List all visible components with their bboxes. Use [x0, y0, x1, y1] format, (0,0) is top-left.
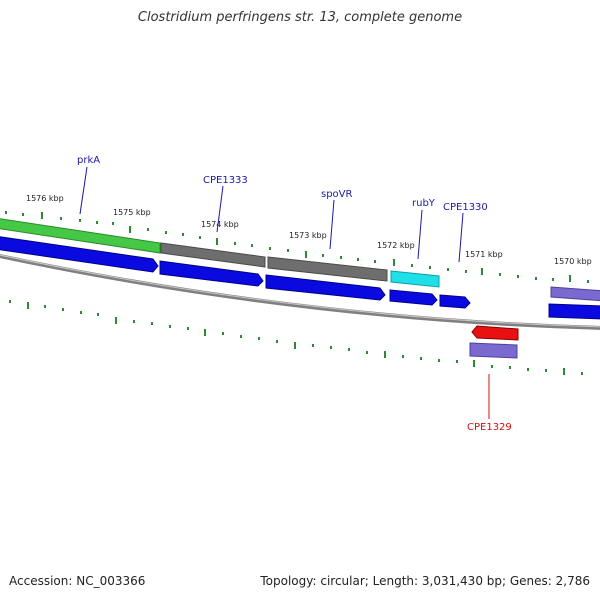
cds-arrow-right-edge[interactable]	[548, 303, 600, 320]
leader-line-spoVR	[329, 199, 335, 250]
gene-label-CPE1329[interactable]: CPE1329	[467, 422, 512, 433]
gene-label-CPE1330[interactable]: CPE1330	[443, 202, 488, 213]
genome-summary-text: Topology: circular; Length: 3,031,430 bp…	[260, 574, 590, 588]
inner-tick-row	[9, 300, 583, 375]
scale-label-1575: 1575 kbp	[113, 208, 151, 217]
scale-label-1570: 1570 kbp	[554, 257, 592, 266]
gene-feature-rubY[interactable]	[390, 270, 440, 288]
genome-backbone	[0, 254, 600, 330]
accession-text: Accession: NC_003366	[9, 574, 146, 588]
cds-arrow-4[interactable]	[389, 289, 438, 306]
scale-label-1574: 1574 kbp	[201, 220, 239, 229]
leader-line-rubY	[417, 209, 423, 260]
gene-label-rubY[interactable]: rubY	[412, 198, 436, 209]
cds-arrow-2[interactable]	[159, 260, 264, 287]
cds-arrow-CPE1329[interactable]	[471, 325, 519, 341]
gene-feature-spoVR[interactable]	[267, 256, 388, 282]
map-title: Clostridium perfringens str. 13, complet…	[137, 10, 463, 25]
cds-arrow-5[interactable]	[439, 294, 471, 309]
outer-tick-row	[5, 211, 589, 283]
leader-line-CPE1333	[216, 185, 224, 233]
scale-label-1571: 1571 kbp	[465, 250, 503, 259]
genome-backbone-highlight	[0, 254, 600, 328]
gene-feature-prkA[interactable]	[0, 218, 161, 254]
scale-label-1573: 1573 kbp	[289, 231, 327, 240]
gene-feature-CPE1333[interactable]	[160, 242, 266, 268]
scale-label-1572: 1572 kbp	[377, 241, 415, 250]
gene-label-CPE1333[interactable]: CPE1333	[203, 175, 248, 186]
gene-feature-CPE1329[interactable]	[469, 342, 518, 359]
gene-label-prkA[interactable]: prkA	[77, 155, 100, 166]
gene-label-spoVR[interactable]: spoVR	[321, 189, 353, 200]
scale-label-1576: 1576 kbp	[26, 194, 64, 203]
leader-line-prkA	[79, 166, 88, 215]
leader-line-CPE1330	[458, 212, 464, 263]
cds-arrow-1[interactable]	[0, 236, 159, 273]
cds-arrow-3[interactable]	[265, 274, 386, 301]
gene-feature-right-edge[interactable]	[550, 286, 600, 302]
